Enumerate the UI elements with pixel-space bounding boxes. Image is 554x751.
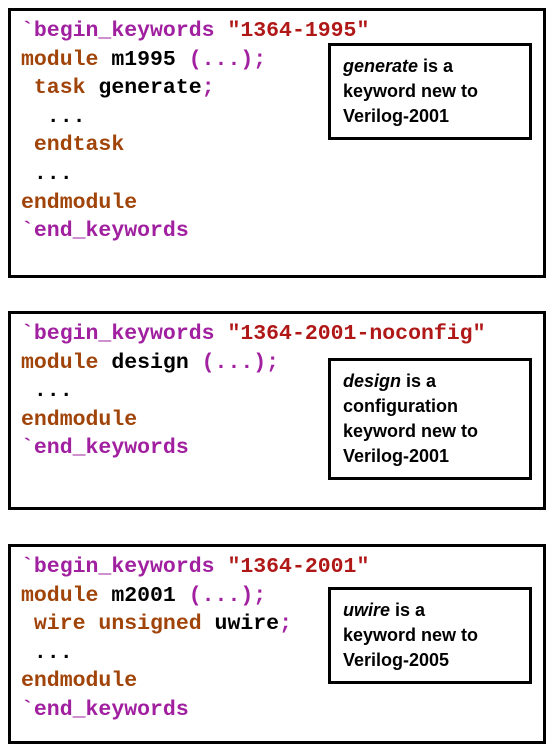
- code-line: endmodule: [21, 189, 369, 218]
- code-token-keyword: endtask: [21, 133, 125, 158]
- code-token-keyword: endmodule: [21, 407, 138, 432]
- code-token-punct: (...);: [201, 350, 280, 375]
- code-block: `begin_keywords "1364-2001" module m2001 …: [21, 553, 369, 725]
- code-token-directive: `begin_keywords: [21, 19, 228, 43]
- code-line: `begin_keywords "1364-2001-noconfig": [21, 320, 485, 349]
- code-token-punct: ;: [201, 76, 215, 101]
- code-panel-2001-noconfig: `begin_keywords "1364-2001-noconfig" modu…: [8, 311, 546, 510]
- code-line: module m2001 (...);: [21, 582, 369, 611]
- code-token-directive: `end_keywords: [21, 436, 189, 461]
- code-line: `end_keywords: [21, 696, 369, 725]
- code-token-plain: ...: [21, 640, 73, 665]
- code-token-directive: `begin_keywords: [21, 322, 228, 346]
- code-token-punct: (...);: [188, 583, 267, 608]
- code-token-keyword: module: [21, 47, 112, 72]
- callout-note: generate is a keyword new to Verilog-200…: [328, 43, 532, 140]
- callout-text: configuration: [343, 396, 458, 416]
- code-token-string: "1364-2001": [227, 555, 370, 579]
- callout-text: Verilog-2001: [343, 106, 450, 126]
- code-token-plain: m2001: [111, 583, 189, 608]
- code-line: endtask: [21, 131, 369, 160]
- code-line: endmodule: [21, 667, 369, 696]
- code-line: `end_keywords: [21, 434, 485, 463]
- code-block: `begin_keywords "1364-2001-noconfig" modu…: [21, 320, 485, 463]
- code-token-directive: `end_keywords: [21, 697, 189, 722]
- code-token-punct: (...);: [188, 47, 267, 72]
- code-token-string: "1364-2001-noconfig": [227, 322, 486, 346]
- code-line: task generate;: [21, 74, 369, 103]
- callout-note: uwire is a keyword new to Verilog-2005: [328, 587, 532, 684]
- callout-text: Verilog-2005: [343, 650, 450, 670]
- callout-text: keyword new to: [343, 421, 479, 441]
- code-line: endmodule: [21, 406, 485, 435]
- code-token-keyword: endmodule: [21, 190, 138, 215]
- code-panel-2001: `begin_keywords "1364-2001" module m2001 …: [8, 544, 546, 744]
- code-token-directive: `begin_keywords: [21, 555, 228, 579]
- code-token-punct: ;: [279, 612, 292, 637]
- code-line: wire unsigned uwire;: [21, 610, 369, 639]
- code-line: ...: [21, 103, 369, 132]
- code-token-plain: ...: [21, 104, 86, 129]
- code-line: ...: [21, 377, 485, 406]
- callout-note: design is a configuration keyword new to…: [328, 358, 532, 480]
- code-token-plain: generate: [98, 76, 202, 101]
- code-line: module design (...);: [21, 349, 485, 378]
- callout-text: Verilog-2001: [343, 446, 450, 466]
- code-panel-1995: `begin_keywords "1364-1995" module m1995 …: [8, 8, 546, 278]
- code-token-string: "1364-1995": [227, 19, 370, 43]
- code-token-keyword: wire unsigned: [21, 612, 215, 637]
- code-token-plain: ...: [21, 161, 73, 186]
- callout-text: keyword new to: [343, 625, 479, 645]
- code-token-keyword: endmodule: [21, 669, 138, 694]
- callout-keyword: design: [343, 371, 402, 391]
- code-token-plain: design: [111, 350, 202, 375]
- code-token-keyword: module: [21, 583, 112, 608]
- code-line: `begin_keywords "1364-2001": [21, 553, 369, 582]
- callout-text: keyword new to: [343, 81, 479, 101]
- code-token-plain: uwire: [214, 612, 280, 637]
- code-token-keyword: task: [21, 76, 99, 101]
- callout-text: is a: [401, 371, 437, 391]
- callout-keyword: uwire: [343, 600, 391, 620]
- code-block: `begin_keywords "1364-1995" module m1995 …: [21, 17, 369, 246]
- code-token-plain: m1995: [111, 47, 189, 72]
- code-token-keyword: module: [21, 350, 112, 375]
- code-line: `begin_keywords "1364-1995": [21, 17, 369, 46]
- callout-keyword: generate: [343, 56, 419, 76]
- code-line: ...: [21, 639, 369, 668]
- code-token-plain: ...: [21, 379, 73, 404]
- code-token-directive: `end_keywords: [21, 219, 189, 244]
- callout-text: is a: [390, 600, 426, 620]
- code-line: ...: [21, 160, 369, 189]
- code-line: `end_keywords: [21, 217, 369, 246]
- code-line: module m1995 (...);: [21, 46, 369, 75]
- callout-text: is a: [418, 56, 454, 76]
